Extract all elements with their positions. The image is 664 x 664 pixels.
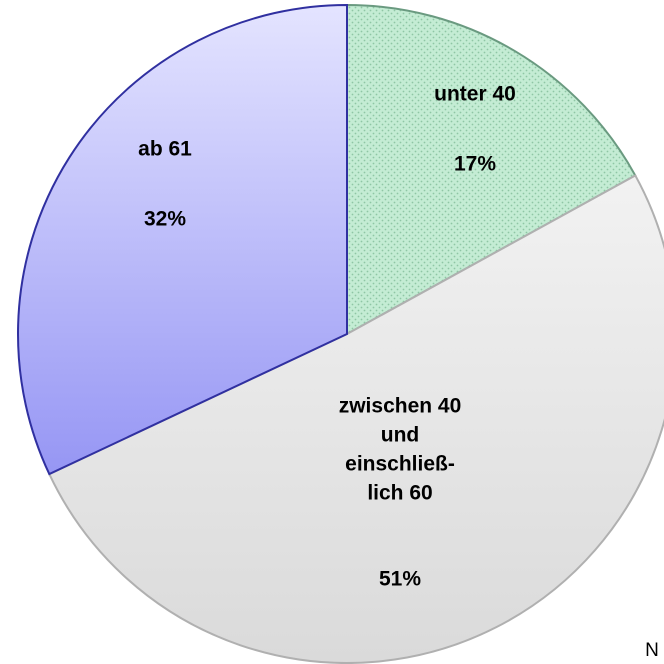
slice-category-label: unter 40 xyxy=(434,83,516,106)
slice-value-label: 51% xyxy=(379,568,421,591)
slice-category-label: zwischen 40 und einschließ-lich 60 xyxy=(339,394,462,504)
slice-value-label: 17% xyxy=(454,153,496,176)
pie-slice xyxy=(346,3,637,336)
pie-slice xyxy=(17,3,348,476)
slice-value-label: 32% xyxy=(144,208,186,231)
pie-slice xyxy=(47,174,664,664)
annotation: N xyxy=(645,640,659,661)
slice-category-label: ab 61 xyxy=(138,138,192,161)
